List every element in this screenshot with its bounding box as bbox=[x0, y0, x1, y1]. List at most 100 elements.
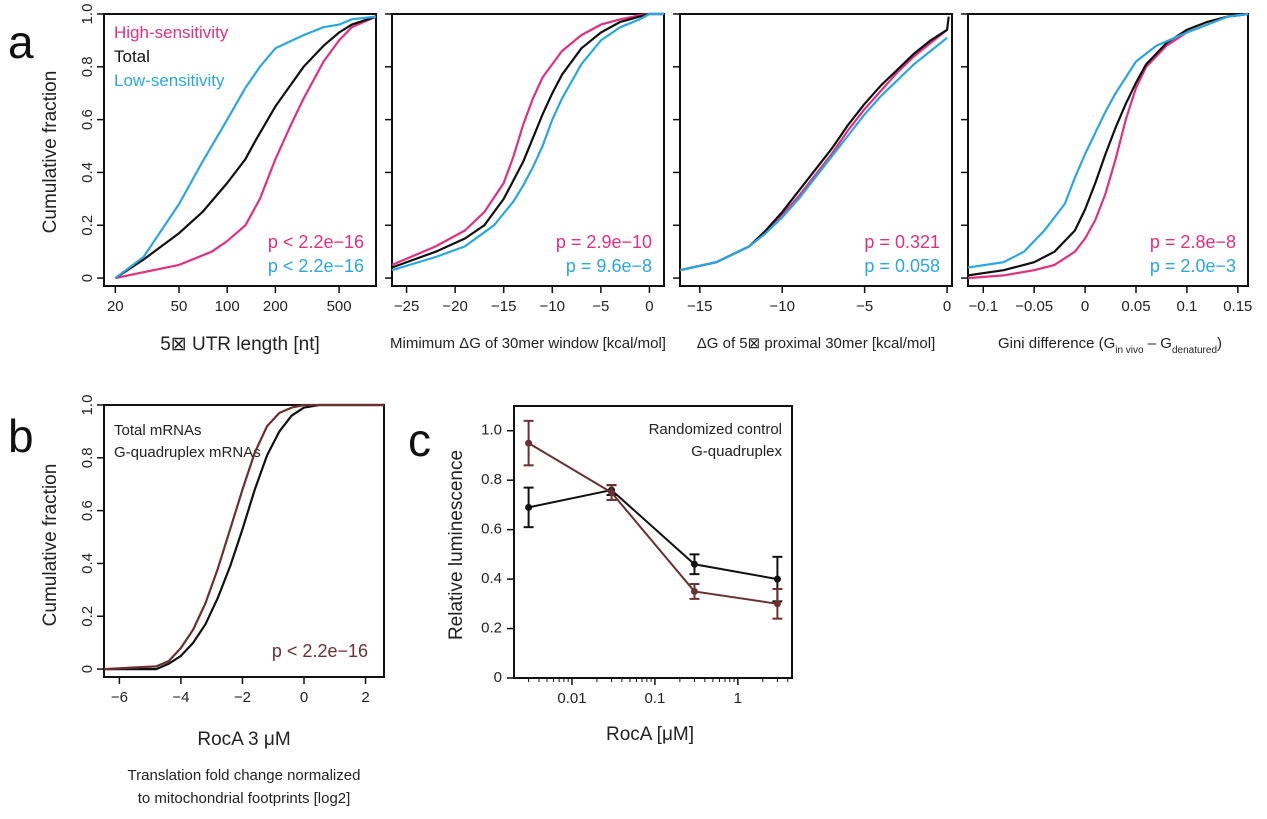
xtick-label-a2: −5 bbox=[592, 298, 609, 315]
a-ylabel: Cumulative fraction bbox=[40, 71, 61, 234]
p-value-low-a2: p = 9.6e−8 bbox=[566, 256, 652, 276]
xtick-label-a1: 20 bbox=[107, 298, 124, 315]
ytick-label-c: 0.8 bbox=[481, 471, 502, 488]
p-value-low-a3: p = 0.058 bbox=[864, 256, 940, 276]
xlabel-a1: 5⊠ UTR length [nt] bbox=[160, 334, 320, 355]
p-value-high-a1: p < 2.2e−16 bbox=[268, 232, 364, 252]
xtick-label-a1: 500 bbox=[327, 298, 352, 315]
data-point bbox=[525, 503, 533, 511]
a4-xlabel: Gini difference (Gin vivo – Gdenatured) bbox=[998, 335, 1222, 356]
ytick-label-b: 0.6 bbox=[79, 500, 96, 521]
xtick-label-a2: −15 bbox=[491, 298, 516, 315]
ytick-label-c: 1.0 bbox=[481, 422, 502, 439]
ecdf-a4-total bbox=[967, 12, 1249, 277]
xtick-label-a4: 0.1 bbox=[1176, 298, 1197, 315]
xtick-label-a2: −10 bbox=[540, 298, 565, 315]
ecdf-b-gq bbox=[103, 403, 384, 671]
ecdf-a2-total bbox=[391, 12, 664, 269]
ecdf-a3-low bbox=[679, 36, 948, 272]
ytick-label-b: 0.4 bbox=[79, 553, 96, 574]
ecdf-a2-low bbox=[391, 12, 664, 272]
xtick-label-a4: 0.15 bbox=[1223, 298, 1252, 315]
series-line-control bbox=[528, 488, 778, 581]
ecdf-a1-high bbox=[115, 15, 377, 280]
ecdf-a1-low bbox=[114, 15, 377, 279]
p-value-low-a4: p = 2.0e−3 bbox=[1150, 256, 1236, 276]
legend-a-low: Low-sensitivity bbox=[114, 71, 225, 90]
b-xlabel-line2: to mitochondrial footprints [log2] bbox=[138, 790, 351, 807]
ecdf-a1-total bbox=[114, 15, 377, 280]
p-value-high-a2: p = 2.9e−10 bbox=[556, 232, 652, 252]
xtick-label-c: 0.1 bbox=[644, 690, 665, 707]
b-ylabel: Cumulative fraction bbox=[40, 464, 61, 627]
p-value-high-a4: p = 2.8e−8 bbox=[1150, 232, 1236, 252]
legend-c-gq: G-quadruplex bbox=[691, 443, 782, 460]
xtick-label-a3: −5 bbox=[856, 298, 873, 315]
legend-b-total: Total mRNAs bbox=[114, 422, 202, 439]
ecdf-b-total bbox=[104, 403, 384, 671]
ytick-label-c: 0.2 bbox=[481, 620, 502, 637]
xlabel-a2: Mimimum ΔG of 30mer window [kcal/mol] bbox=[390, 335, 666, 352]
p-value-high-a3: p = 0.321 bbox=[864, 232, 940, 252]
data-point bbox=[608, 489, 616, 497]
plot-frame-c bbox=[513, 405, 793, 679]
xtick-label-b: 2 bbox=[361, 689, 369, 706]
ytick-label-c: 0.6 bbox=[481, 521, 502, 538]
xtick-label-c: 0.01 bbox=[557, 690, 586, 707]
xlabel-a3: ΔG of 5⊠ proximal 30mer [kcal/mol] bbox=[697, 335, 936, 352]
b-xlabel-line1: Translation fold change normalized bbox=[128, 767, 361, 784]
panel-letter-b: b bbox=[8, 410, 34, 462]
xtick-label-a3: −15 bbox=[687, 298, 712, 315]
xtick-label-a1: 200 bbox=[263, 298, 288, 315]
xtick-label-b: 0 bbox=[300, 689, 308, 706]
b-xlabel-rocA: RocA 3 μM bbox=[197, 729, 290, 750]
data-point bbox=[773, 575, 781, 583]
data-point bbox=[690, 587, 698, 595]
plot-frame-a2 bbox=[391, 13, 665, 287]
ecdf-a2-high bbox=[391, 12, 664, 266]
ytick-label-b: 0.8 bbox=[79, 447, 96, 468]
ytick-label-a1: 0.6 bbox=[79, 109, 96, 130]
xtick-label-a4: −0.05 bbox=[1015, 298, 1053, 315]
p-value-b: p < 2.2e−16 bbox=[272, 641, 368, 661]
legend-c-control: Randomized control bbox=[649, 421, 782, 438]
ytick-label-a1: 0.4 bbox=[79, 162, 96, 183]
data-point bbox=[525, 439, 533, 447]
xtick-label-c: 1 bbox=[734, 690, 742, 707]
ecdf-a4-low bbox=[967, 12, 1249, 269]
xtick-label-b: −4 bbox=[172, 689, 189, 706]
xtick-label-a4: 0.05 bbox=[1121, 298, 1150, 315]
xtick-label-a2: 0 bbox=[645, 298, 653, 315]
panel-letter-c: c bbox=[408, 414, 431, 466]
xtick-label-a3: −10 bbox=[769, 298, 794, 315]
xtick-label-a4: −0.1 bbox=[968, 298, 998, 315]
plot-frame-a3 bbox=[679, 13, 953, 287]
legend-a-total: Total bbox=[114, 47, 150, 66]
xtick-label-b: −2 bbox=[234, 689, 251, 706]
panel-letter-a: a bbox=[8, 16, 34, 68]
xtick-label-a4: 0 bbox=[1081, 298, 1089, 315]
legend-b-gq: G-quadruplex mRNAs bbox=[114, 444, 261, 461]
ytick-label-c: 0.4 bbox=[481, 570, 502, 587]
c-ylabel: Relative luminescence bbox=[446, 450, 467, 640]
xtick-label-a2: −25 bbox=[394, 298, 419, 315]
ytick-label-a1: 0.2 bbox=[79, 215, 96, 236]
ytick-label-b: 0 bbox=[79, 665, 96, 673]
c-xlabel: RocA [μM] bbox=[606, 724, 694, 745]
legend-a-high: High-sensitivity bbox=[114, 23, 229, 42]
series-line-gq bbox=[528, 442, 778, 605]
ytick-label-b: 1.0 bbox=[79, 395, 96, 416]
plot-frame-a4 bbox=[967, 13, 1249, 287]
xtick-label-a1: 50 bbox=[171, 298, 188, 315]
ytick-label-a1: 0 bbox=[79, 274, 96, 282]
ytick-label-a1: 0.8 bbox=[79, 56, 96, 77]
plot-frame-b bbox=[103, 404, 385, 678]
plot-frame-a1 bbox=[103, 13, 377, 287]
data-point bbox=[773, 600, 781, 608]
xtick-label-a3: 0 bbox=[943, 298, 951, 315]
xtick-label-a2: −20 bbox=[442, 298, 467, 315]
ytick-label-a1: 1.0 bbox=[79, 4, 96, 25]
data-point bbox=[690, 560, 698, 568]
p-value-low-a1: p < 2.2e−16 bbox=[268, 256, 364, 276]
